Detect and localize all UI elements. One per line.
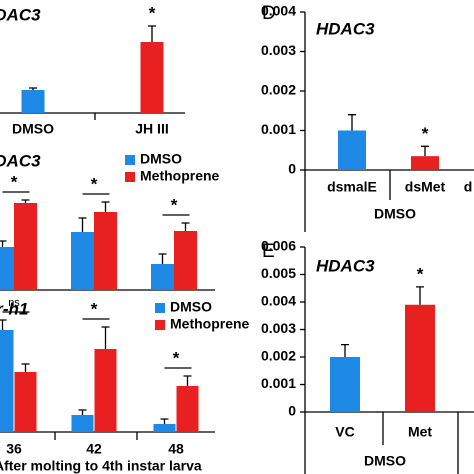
bar bbox=[140, 42, 164, 113]
panel-label: E bbox=[262, 241, 275, 262]
x-tick-label: dsMet bbox=[405, 179, 446, 195]
significance-label: * bbox=[91, 174, 98, 193]
error-bar bbox=[21, 199, 30, 203]
x-tick-label: Met bbox=[408, 424, 432, 440]
panel-title: HDAC3 bbox=[0, 5, 41, 24]
bar bbox=[94, 349, 117, 432]
legend-swatch bbox=[125, 172, 135, 182]
x-tick-label: DMSO bbox=[12, 121, 54, 137]
x-tick-label: 48 bbox=[168, 441, 184, 457]
error-bar bbox=[421, 145, 429, 157]
error-bar bbox=[160, 418, 169, 424]
bar bbox=[94, 212, 117, 290]
group-label: DMSO bbox=[374, 206, 416, 222]
bar bbox=[14, 372, 37, 432]
y-tick-label: 0.003 bbox=[261, 42, 296, 58]
error-bar bbox=[78, 217, 87, 232]
bar bbox=[0, 330, 14, 432]
bar bbox=[338, 130, 366, 170]
panel-title: HDAC3 bbox=[0, 151, 41, 170]
significance-label: * bbox=[417, 264, 424, 283]
y-tick-label: 0.001 bbox=[261, 121, 296, 137]
legend-swatch bbox=[155, 303, 165, 313]
panel-title: HDAC3 bbox=[316, 256, 375, 275]
legend-label: DMSO bbox=[140, 151, 182, 167]
legend-label: Methoprene bbox=[170, 316, 250, 332]
error-bar bbox=[341, 343, 349, 357]
significance-label: * bbox=[149, 3, 156, 22]
bar bbox=[21, 90, 45, 113]
significance-label: * bbox=[11, 172, 18, 191]
bar bbox=[176, 386, 199, 432]
x-tick-label: 36 bbox=[6, 441, 22, 457]
y-tick-label: 0.001 bbox=[261, 375, 296, 391]
error-bar bbox=[416, 286, 424, 305]
error-bar bbox=[183, 375, 192, 386]
bar bbox=[330, 357, 360, 412]
bar bbox=[153, 424, 176, 432]
y-tick-label: 0.002 bbox=[261, 348, 296, 364]
significance-label: * bbox=[171, 195, 178, 214]
panel-label: D bbox=[262, 3, 276, 24]
bar bbox=[411, 156, 439, 170]
x-tick-label: VC bbox=[335, 424, 354, 440]
x-tick-label: 42 bbox=[86, 441, 102, 457]
error-bar bbox=[0, 240, 7, 247]
significance-label: * bbox=[173, 348, 180, 367]
bar bbox=[71, 232, 94, 290]
legend-swatch bbox=[155, 320, 165, 330]
significance-label: ns bbox=[8, 297, 20, 309]
y-tick-label: 0.004 bbox=[261, 293, 296, 309]
x-tick-label: JH III bbox=[135, 121, 168, 137]
x-axis-label: After molting to 4th instar larva bbox=[0, 458, 202, 474]
y-tick-label: 0.004 bbox=[261, 3, 296, 19]
error-bar bbox=[78, 409, 87, 415]
y-tick-label: 0.003 bbox=[261, 320, 296, 336]
y-tick-label: 0 bbox=[288, 161, 296, 177]
error-bar bbox=[29, 87, 37, 90]
legend-swatch bbox=[125, 155, 135, 165]
bar bbox=[14, 203, 37, 290]
legend-label: Methoprene bbox=[140, 168, 220, 184]
error-bar bbox=[181, 222, 190, 231]
bar bbox=[151, 264, 174, 290]
bar bbox=[174, 231, 197, 290]
error-bar bbox=[348, 114, 356, 131]
error-bar bbox=[0, 319, 7, 330]
x-tick-label: d bbox=[464, 179, 473, 195]
panel-title: HDAC3 bbox=[316, 19, 375, 38]
error-bar bbox=[158, 253, 167, 264]
group-label: DMSO bbox=[364, 453, 406, 469]
bar bbox=[71, 415, 94, 432]
error-bar bbox=[101, 201, 110, 212]
error-bar bbox=[101, 326, 110, 349]
legend-label: DMSO bbox=[170, 299, 212, 315]
panel-title: Kr-h1 bbox=[0, 299, 28, 318]
y-tick-label: 0.006 bbox=[261, 238, 296, 254]
significance-label: * bbox=[422, 124, 429, 143]
y-tick-label: 0 bbox=[288, 403, 296, 419]
y-tick-label: 0.002 bbox=[261, 82, 296, 98]
bar bbox=[405, 304, 435, 412]
y-tick-label: 0.005 bbox=[261, 265, 296, 281]
significance-label: * bbox=[91, 299, 98, 318]
error-bar bbox=[21, 363, 30, 372]
x-tick-label: dsmalE bbox=[327, 179, 377, 195]
bar bbox=[0, 247, 14, 290]
error-bar bbox=[148, 25, 156, 42]
